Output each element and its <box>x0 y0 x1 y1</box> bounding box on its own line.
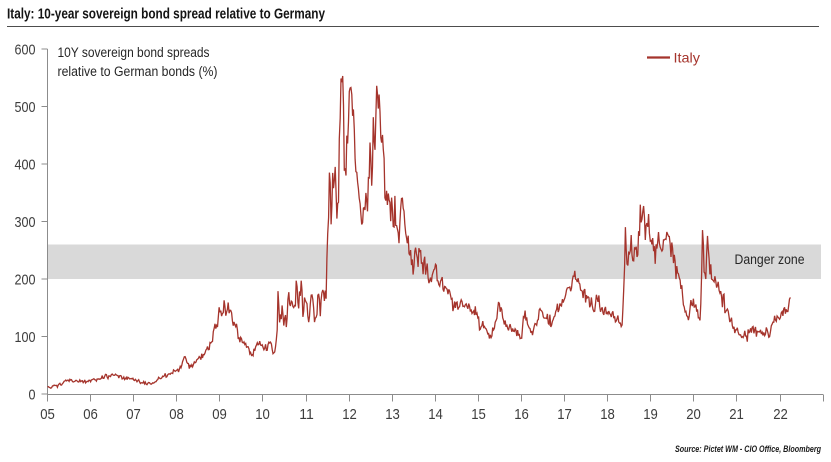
svg-text:19: 19 <box>643 406 658 423</box>
svg-text:05: 05 <box>40 406 55 423</box>
svg-text:10: 10 <box>255 406 270 423</box>
svg-text:relative to German bonds (%): relative to German bonds (%) <box>58 64 218 79</box>
svg-text:07: 07 <box>126 406 141 423</box>
svg-text:100: 100 <box>15 329 36 346</box>
svg-text:200: 200 <box>15 272 36 289</box>
svg-text:09: 09 <box>212 406 227 423</box>
svg-text:Italy: 10-year sovereign bond: Italy: 10-year sovereign bond spread rel… <box>7 7 325 23</box>
svg-text:08: 08 <box>169 406 184 423</box>
svg-text:21: 21 <box>729 406 744 423</box>
svg-text:14: 14 <box>428 406 443 423</box>
svg-text:300: 300 <box>15 214 36 231</box>
svg-text:400: 400 <box>15 157 36 174</box>
svg-text:Italy: Italy <box>674 50 701 66</box>
svg-text:600: 600 <box>15 42 36 59</box>
svg-text:16: 16 <box>514 406 529 423</box>
svg-text:10Y sovereign bond spreads: 10Y sovereign bond spreads <box>58 45 210 60</box>
svg-text:0: 0 <box>29 387 36 404</box>
svg-text:Source: Pictet WM - CIO Office: Source: Pictet WM - CIO Office, Bloomber… <box>675 444 821 455</box>
svg-text:17: 17 <box>557 406 572 423</box>
svg-text:20: 20 <box>686 406 701 423</box>
svg-text:18: 18 <box>600 406 615 423</box>
svg-text:12: 12 <box>342 406 357 423</box>
svg-text:13: 13 <box>385 406 400 423</box>
svg-text:Danger zone: Danger zone <box>735 252 805 267</box>
svg-text:15: 15 <box>471 406 486 423</box>
svg-text:500: 500 <box>15 99 36 116</box>
svg-text:11: 11 <box>299 406 314 423</box>
svg-text:22: 22 <box>773 406 788 423</box>
svg-text:06: 06 <box>83 406 98 423</box>
